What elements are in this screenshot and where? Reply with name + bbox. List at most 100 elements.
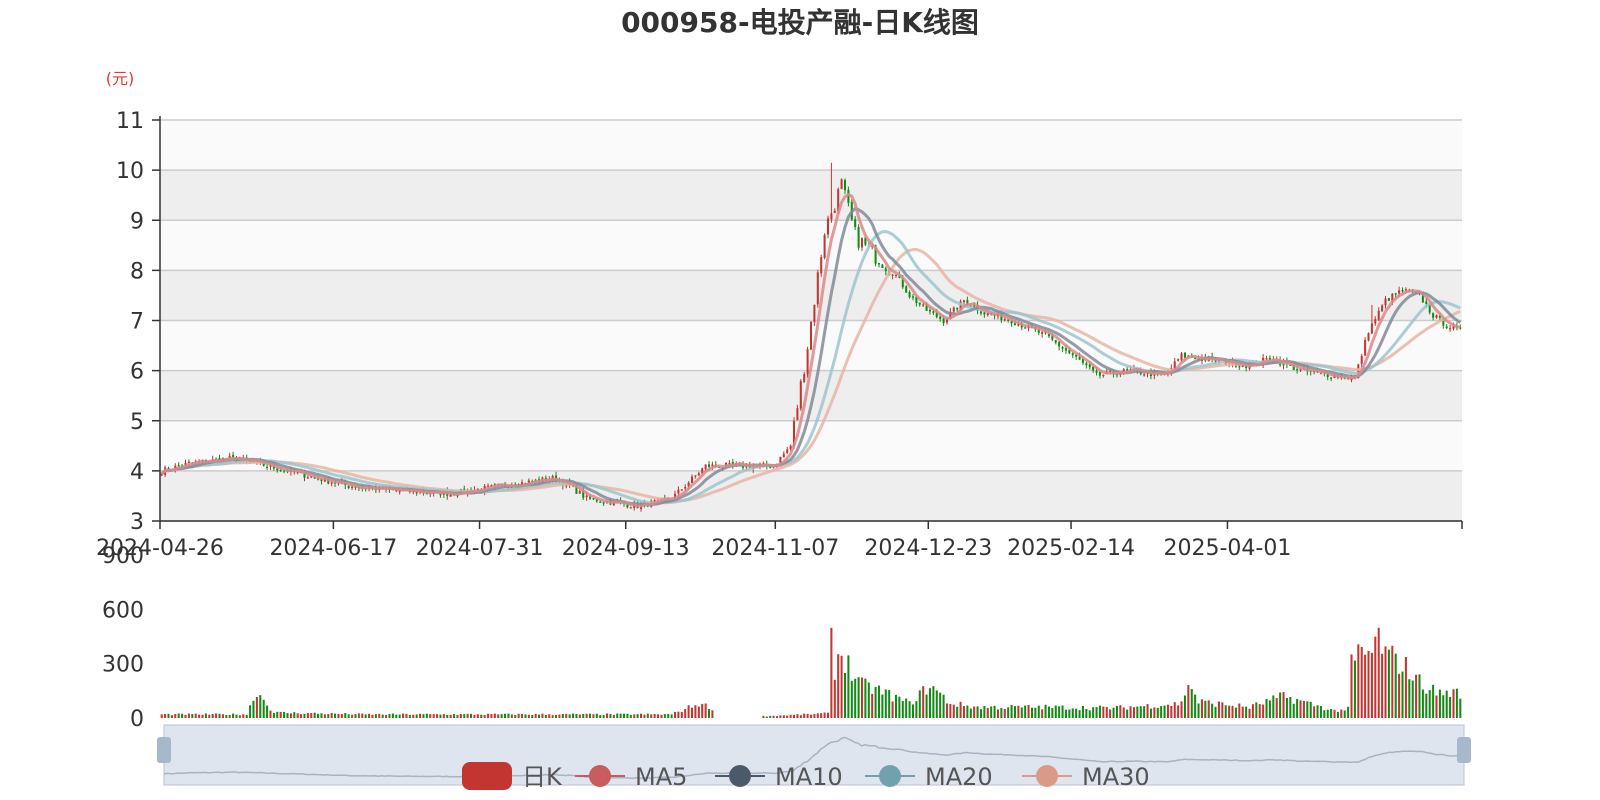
legend-item-ma30[interactable]: MA30 — [1022, 763, 1150, 791]
volume-bar — [860, 677, 864, 718]
volume-bar — [609, 713, 612, 718]
volume-bar — [412, 714, 415, 718]
candle-body — [809, 321, 813, 350]
volume-bar — [1064, 709, 1067, 718]
candle-body — [1326, 373, 1329, 378]
volume-bar — [1292, 703, 1295, 718]
volume-bar — [385, 714, 388, 718]
x-tick-label: 2024-07-31 — [416, 536, 544, 561]
chart-title: 000958-电投产融-日K线图 — [621, 6, 979, 39]
slider-right-handle[interactable] — [1457, 737, 1471, 763]
volume-bar — [813, 713, 816, 718]
volume-bar — [1075, 708, 1078, 718]
volume-bar — [606, 713, 609, 718]
volume-bar — [1017, 705, 1020, 718]
volume-bar — [204, 713, 207, 718]
candle-body — [823, 235, 826, 258]
volume-bar — [674, 711, 677, 718]
volume-bar — [830, 627, 833, 718]
volume-bar — [1095, 707, 1098, 718]
volume-bar — [1122, 707, 1125, 718]
volume-bar — [371, 714, 374, 718]
candle-body — [962, 300, 965, 303]
volume-bar — [242, 714, 245, 718]
volume-bar — [245, 714, 248, 718]
slider-left-handle[interactable] — [157, 737, 171, 763]
volume-bar — [640, 713, 643, 718]
candle-body — [1054, 340, 1057, 343]
volume-bar — [228, 714, 231, 718]
volume-bar — [1010, 704, 1013, 718]
volume-bar — [660, 714, 663, 718]
volume-bar — [446, 714, 449, 718]
candle-body — [707, 464, 711, 467]
candle-body — [813, 304, 816, 323]
candle-body — [1238, 366, 1241, 368]
volume-bar — [1265, 698, 1268, 718]
candle-body — [1370, 323, 1373, 334]
legend-label: MA5 — [635, 763, 687, 791]
volume-bar — [857, 677, 860, 718]
volume-bar — [694, 705, 697, 718]
candle-body — [1075, 354, 1078, 357]
volume-bar — [1347, 706, 1350, 718]
candle-body — [826, 218, 830, 235]
candle-body — [690, 476, 694, 484]
volume-bar — [684, 709, 687, 718]
candle-body — [1268, 357, 1271, 361]
volume-bar — [344, 713, 347, 718]
volume-bar — [296, 713, 299, 718]
volume-bar — [310, 713, 313, 718]
volume-bar — [1459, 698, 1462, 718]
volume-bar — [272, 712, 275, 718]
candle-body — [1102, 374, 1105, 376]
candle-body — [1194, 357, 1197, 359]
volume-axis: 0 300 600 900 — [102, 544, 144, 732]
volume-bar — [1428, 690, 1431, 718]
candle-body — [1296, 369, 1299, 371]
candle-body — [595, 499, 598, 502]
volume-bar — [1102, 706, 1105, 718]
candle-body — [578, 491, 581, 494]
volume-bar — [633, 714, 636, 718]
candle-body — [1126, 369, 1129, 371]
volume-bar — [262, 699, 265, 718]
volume-bar — [500, 714, 503, 718]
volume-bar — [201, 714, 204, 718]
date-axis: 2024-04-26 2024-06-17 2024-07-31 2024-09-13… — [96, 521, 1463, 561]
candle-body — [1173, 361, 1176, 369]
volume-bar — [1316, 705, 1319, 718]
volume-bar — [1136, 706, 1139, 718]
volume-bar — [1353, 660, 1356, 718]
volume-bar — [1384, 646, 1387, 718]
volume-bar — [187, 713, 190, 718]
volume-bar — [1398, 673, 1401, 718]
volume-bar — [1139, 706, 1142, 718]
volume-bar — [775, 716, 779, 718]
candle-body — [680, 489, 683, 491]
candle-body — [1064, 348, 1067, 351]
volume-bar — [1047, 706, 1050, 718]
legend-item-ma5[interactable]: MA5 — [575, 763, 687, 791]
volume-bar — [1163, 705, 1166, 718]
datazoom-slider[interactable] — [157, 724, 1471, 786]
legend-item-日k[interactable]: 日K — [462, 762, 563, 791]
volume-bar — [548, 714, 551, 718]
candle-body — [884, 268, 887, 272]
candle-body — [1109, 370, 1112, 373]
legend-item-ma10[interactable]: MA10 — [715, 763, 843, 791]
volume-bar — [1228, 705, 1231, 718]
volume-bar — [976, 706, 979, 718]
candle-body — [928, 310, 932, 312]
legend[interactable]: 日K MA5 MA10 MA20 MA30 — [462, 762, 1150, 791]
legend-dot-icon — [729, 765, 751, 787]
volume-bar — [283, 711, 286, 718]
legend-item-ma20[interactable]: MA20 — [865, 763, 993, 791]
candle-body — [184, 462, 187, 466]
candle-body — [1037, 329, 1040, 333]
volume-bar — [667, 714, 670, 718]
volume-bar — [1272, 695, 1275, 718]
volume-bar — [238, 715, 241, 718]
volume-bar — [663, 714, 666, 718]
volume-bar — [623, 713, 626, 718]
